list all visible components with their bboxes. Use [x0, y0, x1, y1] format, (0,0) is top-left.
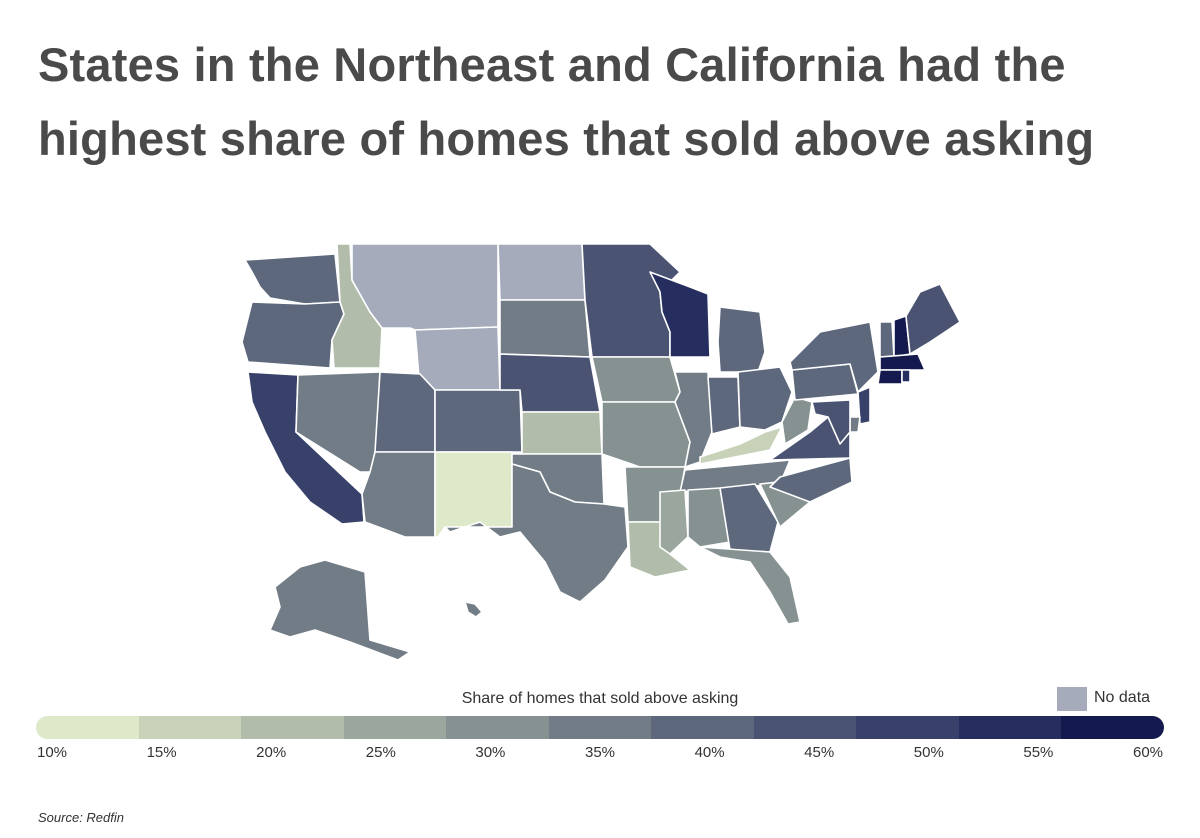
state-michigan [717, 306, 766, 373]
scale-segment [138, 716, 242, 739]
state-iowa [591, 356, 681, 403]
state-colorado [434, 389, 523, 453]
scale-segment [651, 716, 754, 739]
state-texas [444, 463, 629, 603]
state-massachusetts [879, 353, 926, 371]
state-north-dakota [497, 243, 586, 301]
scale-tick-label: 25% [365, 744, 396, 761]
scale-segment [241, 716, 344, 739]
state-south-dakota [499, 299, 591, 358]
state-wisconsin [649, 271, 711, 358]
state-north-carolina [769, 457, 853, 503]
us-state-map [241, 243, 961, 661]
state-west-virginia [781, 396, 813, 445]
no-data-label: No data [1094, 689, 1151, 706]
scale-tick-label: 10% [36, 744, 68, 761]
state-indiana [707, 376, 741, 435]
state-delaware [849, 416, 861, 433]
state-hawaii [464, 601, 483, 618]
scale-segment [958, 716, 1062, 739]
state-georgia [719, 483, 779, 553]
state-florida [699, 546, 801, 625]
state-maine [905, 283, 961, 355]
color-scale-ticks: 10% 15% 20% 25% 30% 35% 40% 45% 50% 55% 60% [0, 744, 1200, 764]
state-montana [351, 243, 499, 331]
no-data-swatch [1057, 687, 1087, 711]
scale-segment [36, 716, 139, 739]
state-mississippi [659, 489, 689, 555]
scale-tick-label: 15% [146, 744, 177, 761]
scale-segment [1061, 716, 1164, 739]
scale-tick-label: 60% [1132, 744, 1164, 761]
scale-segment [446, 716, 549, 739]
state-maryland [811, 399, 851, 445]
chart-title: States in the Northeast and California h… [38, 28, 1168, 176]
source-note: Source: Redfin [38, 810, 124, 825]
scale-tick-label: 20% [256, 744, 287, 761]
state-alaska [269, 559, 411, 661]
scale-tick-label: 30% [475, 744, 506, 761]
state-connecticut [877, 369, 903, 385]
state-alabama [687, 487, 731, 548]
scale-segment [856, 716, 959, 739]
state-wyoming [414, 326, 501, 391]
state-rhode-island [901, 369, 911, 383]
state-vermont [879, 321, 895, 358]
scale-tick-label: 40% [694, 744, 725, 761]
scale-tick-label: 50% [913, 744, 944, 761]
scale-segment [753, 716, 857, 739]
scale-tick-label: 35% [584, 744, 616, 761]
chart-title-line-1: States in the Northeast and California h… [38, 38, 1066, 91]
legend-title: Share of homes that sold above asking [461, 690, 739, 707]
state-oregon [241, 301, 345, 369]
state-new-york [789, 321, 879, 393]
state-arizona [361, 451, 436, 538]
scale-tick-label: 45% [804, 744, 835, 761]
state-nevada [295, 371, 381, 473]
scale-segment [343, 716, 447, 739]
state-washington [244, 253, 341, 305]
color-scale-bar [36, 716, 1164, 739]
state-missouri [601, 401, 691, 468]
state-utah [374, 371, 436, 453]
chart-title-line-2: highest share of homes that sold above a… [38, 112, 1095, 165]
state-kansas [521, 411, 603, 455]
state-new-jersey [857, 386, 871, 425]
scale-segment [548, 716, 652, 739]
scale-tick-label: 55% [1023, 744, 1054, 761]
